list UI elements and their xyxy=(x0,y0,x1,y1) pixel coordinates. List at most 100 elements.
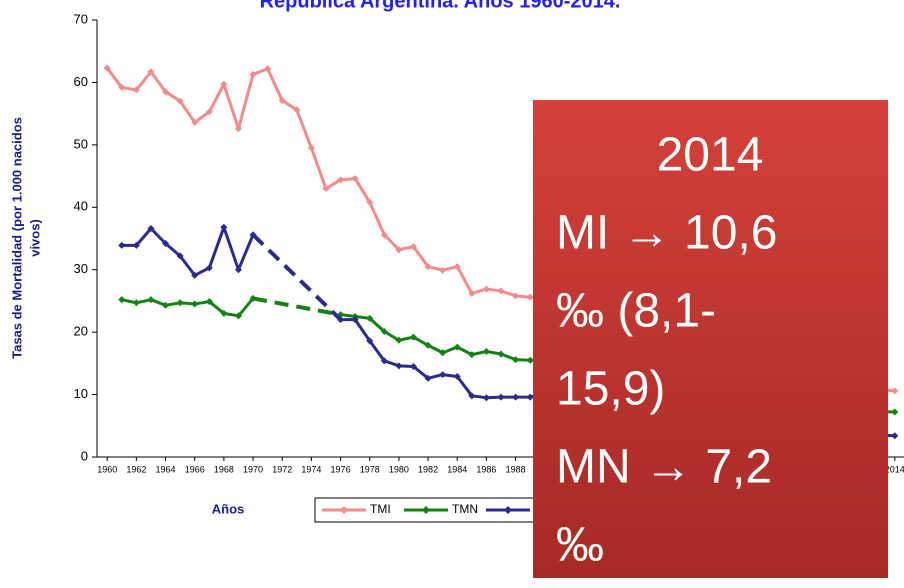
x-tick-label: 1972 xyxy=(272,464,292,474)
annotation-line: 15,9) xyxy=(556,363,665,416)
point-marker xyxy=(249,231,257,239)
point-marker xyxy=(191,271,199,279)
legend-marker xyxy=(422,506,430,514)
point-marker xyxy=(162,301,170,309)
point-marker xyxy=(497,287,505,295)
point-marker xyxy=(176,252,184,260)
point-marker xyxy=(132,241,140,249)
x-tick-label: 1988 xyxy=(506,464,526,474)
legend: TMI TMN xyxy=(322,502,530,516)
point-marker xyxy=(891,432,899,440)
point-marker xyxy=(264,65,272,73)
point-marker xyxy=(132,299,140,307)
point-marker xyxy=(453,343,461,351)
point-marker xyxy=(526,393,534,401)
point-marker xyxy=(468,289,476,297)
point-marker xyxy=(424,341,432,349)
annotation-line: MN → 7,2 xyxy=(556,441,772,494)
point-marker xyxy=(395,362,403,370)
point-marker xyxy=(409,243,417,251)
point-marker xyxy=(220,223,228,231)
point-marker xyxy=(132,86,140,94)
point-marker xyxy=(191,300,199,308)
point-marker xyxy=(424,374,432,382)
point-marker xyxy=(191,118,199,126)
y-tick-label: 60 xyxy=(74,74,88,89)
point-marker xyxy=(512,393,520,401)
point-marker xyxy=(278,97,286,105)
point-marker xyxy=(234,125,242,133)
point-marker xyxy=(380,328,388,336)
x-tick-label: 1966 xyxy=(185,464,205,474)
point-marker xyxy=(147,225,155,233)
point-marker xyxy=(118,83,126,91)
point-marker xyxy=(293,106,301,114)
y-tick-label: 40 xyxy=(74,199,88,214)
point-marker xyxy=(307,144,315,152)
point-marker xyxy=(526,356,534,364)
point-marker xyxy=(512,292,520,300)
annotation-line: ‰ (8,1- xyxy=(556,285,716,338)
point-marker xyxy=(351,316,359,324)
x-tick-label: 1976 xyxy=(331,464,351,474)
point-marker xyxy=(439,371,447,379)
point-marker xyxy=(337,176,345,184)
annotation-line: MI → 10,6 xyxy=(556,207,777,260)
point-marker xyxy=(424,263,432,271)
point-marker xyxy=(482,285,490,293)
annotation-line: ‰ xyxy=(556,519,604,572)
x-tick-label: 1964 xyxy=(156,464,176,474)
x-tick-label: 1978 xyxy=(360,464,380,474)
point-marker xyxy=(395,246,403,254)
legend-label: TMI xyxy=(370,502,391,516)
point-marker xyxy=(497,350,505,358)
point-marker xyxy=(891,387,899,395)
x-tick-label: 1962 xyxy=(126,464,146,474)
y-tick-label: 0 xyxy=(81,448,88,463)
y-axis-title-line: Tasas de Mortalidad (por 1.000 nacidos xyxy=(9,117,24,359)
point-marker xyxy=(176,299,184,307)
point-marker xyxy=(380,231,388,239)
point-marker xyxy=(351,175,359,183)
point-marker xyxy=(220,80,228,88)
point-marker xyxy=(366,198,374,206)
legend-marker xyxy=(340,506,348,514)
annotation-background xyxy=(533,100,888,578)
x-tick-label: 1968 xyxy=(214,464,234,474)
point-marker xyxy=(497,393,505,401)
x-tick-label: 1986 xyxy=(476,464,496,474)
point-marker xyxy=(526,293,534,301)
point-marker xyxy=(409,333,417,341)
point-marker xyxy=(409,362,417,370)
point-marker xyxy=(512,356,520,364)
y-tick-label: 10 xyxy=(74,386,88,401)
point-marker xyxy=(249,294,257,302)
x-tick-label: 1980 xyxy=(389,464,409,474)
point-marker xyxy=(205,108,213,116)
y-tick-label: 50 xyxy=(74,136,88,151)
point-marker xyxy=(147,68,155,76)
x-tick-label: 2014 xyxy=(885,464,904,474)
x-axis-title: Años xyxy=(212,501,245,516)
point-marker xyxy=(205,264,213,272)
point-marker xyxy=(468,351,476,359)
y-axis-title: Tasas de Mortalidad (por 1.000 nacidos v… xyxy=(9,117,42,359)
annotation-box: 2014 MI → 10,6 ‰ (8,1- 15,9) MN → 7,2 ‰ xyxy=(533,100,888,578)
point-marker xyxy=(103,64,111,72)
point-marker xyxy=(220,309,228,317)
point-marker xyxy=(453,263,461,271)
legend-label: TMN xyxy=(452,502,478,516)
y-tick-label: 70 xyxy=(74,11,88,26)
point-marker xyxy=(482,347,490,355)
point-marker xyxy=(234,266,242,274)
gap-connector xyxy=(251,233,342,322)
y-tick-label: 20 xyxy=(74,324,88,339)
point-marker xyxy=(234,312,242,320)
point-marker xyxy=(395,336,403,344)
point-marker xyxy=(453,372,461,380)
point-marker xyxy=(162,239,170,247)
point-marker xyxy=(439,349,447,357)
point-marker xyxy=(366,314,374,322)
